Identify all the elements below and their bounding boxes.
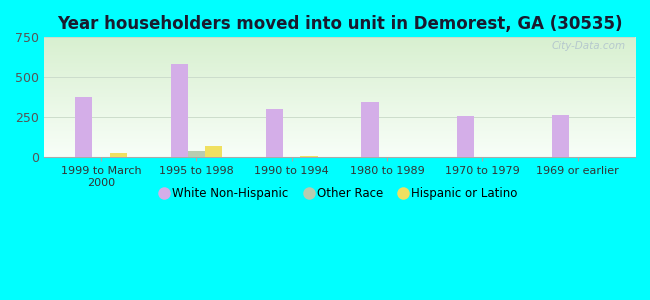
Bar: [457, 116, 474, 157]
Text: City-Data.com: City-Data.com: [552, 41, 626, 51]
Legend: White Non-Hispanic, Other Race, Hispanic or Latino: White Non-Hispanic, Other Race, Hispanic…: [157, 182, 522, 205]
Bar: [300, 156, 317, 157]
Bar: [361, 102, 378, 157]
Bar: [205, 146, 222, 157]
Bar: [266, 109, 283, 157]
Bar: [552, 115, 569, 157]
Bar: [188, 151, 205, 157]
Bar: [171, 64, 188, 157]
Bar: [110, 153, 127, 157]
Title: Year householders moved into unit in Demorest, GA (30535): Year householders moved into unit in Dem…: [57, 15, 622, 33]
Bar: [75, 97, 92, 157]
